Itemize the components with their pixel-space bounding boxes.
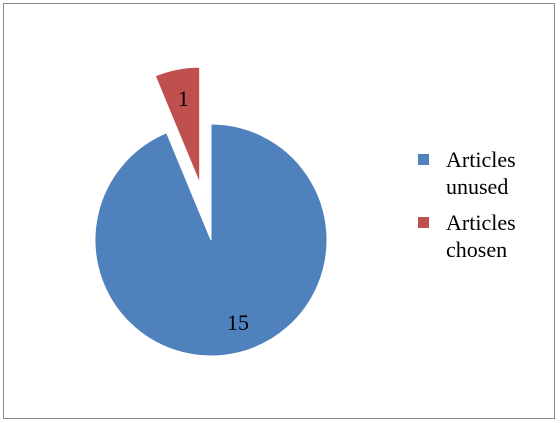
legend-entry-unused: Articles unused [416,146,556,200]
chart-area: 15 1 Articles unused Articles chosen [3,3,555,419]
data-label-unused: 15 [227,310,249,335]
legend: Articles unused Articles chosen [416,146,556,272]
data-label-chosen: 1 [178,86,189,111]
legend-entry-chosen: Articles chosen [416,209,556,263]
pie-slice-unused [95,124,327,356]
legend-label-unused-line2: unused [446,173,556,200]
legend-swatch-unused [418,154,429,165]
legend-label-chosen-line1: Articles [446,209,556,236]
legend-swatch-chosen [418,217,429,228]
legend-label-unused-line1: Articles [446,146,556,173]
legend-label-chosen-line2: chosen [446,236,556,263]
